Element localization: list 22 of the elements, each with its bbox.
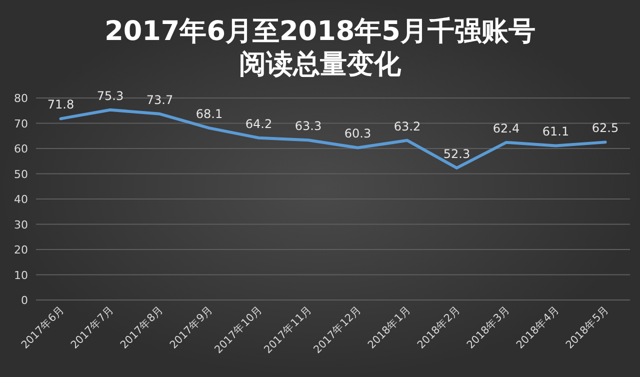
y-tick-label: 50 — [14, 168, 28, 181]
y-tick-label: 40 — [14, 193, 28, 206]
y-tick-label: 10 — [14, 268, 28, 282]
data-label: 63.3 — [294, 119, 322, 134]
data-label: 75.3 — [96, 88, 124, 103]
chart-title: 2017年6月至2018年5月千强账号阅读总量变化 — [104, 16, 536, 80]
y-tick-label: 0 — [21, 294, 28, 307]
data-label: 62.5 — [592, 121, 619, 136]
data-label: 63.2 — [394, 119, 421, 134]
data-label: 64.2 — [245, 116, 272, 131]
data-label: 71.8 — [47, 98, 74, 112]
y-tick-label: 20 — [14, 244, 28, 256]
y-tick-label: 30 — [14, 218, 28, 232]
data-label: 60.3 — [344, 126, 372, 141]
data-label: 52.3 — [443, 146, 470, 161]
data-label: 62.4 — [492, 121, 520, 136]
y-tick-label: 60 — [14, 142, 28, 156]
y-tick-label: 80 — [14, 92, 28, 105]
data-label: 68.1 — [196, 107, 223, 122]
data-label: 61.1 — [542, 124, 570, 139]
y-tick-label: 70 — [14, 117, 28, 130]
data-label: 73.7 — [146, 92, 174, 107]
